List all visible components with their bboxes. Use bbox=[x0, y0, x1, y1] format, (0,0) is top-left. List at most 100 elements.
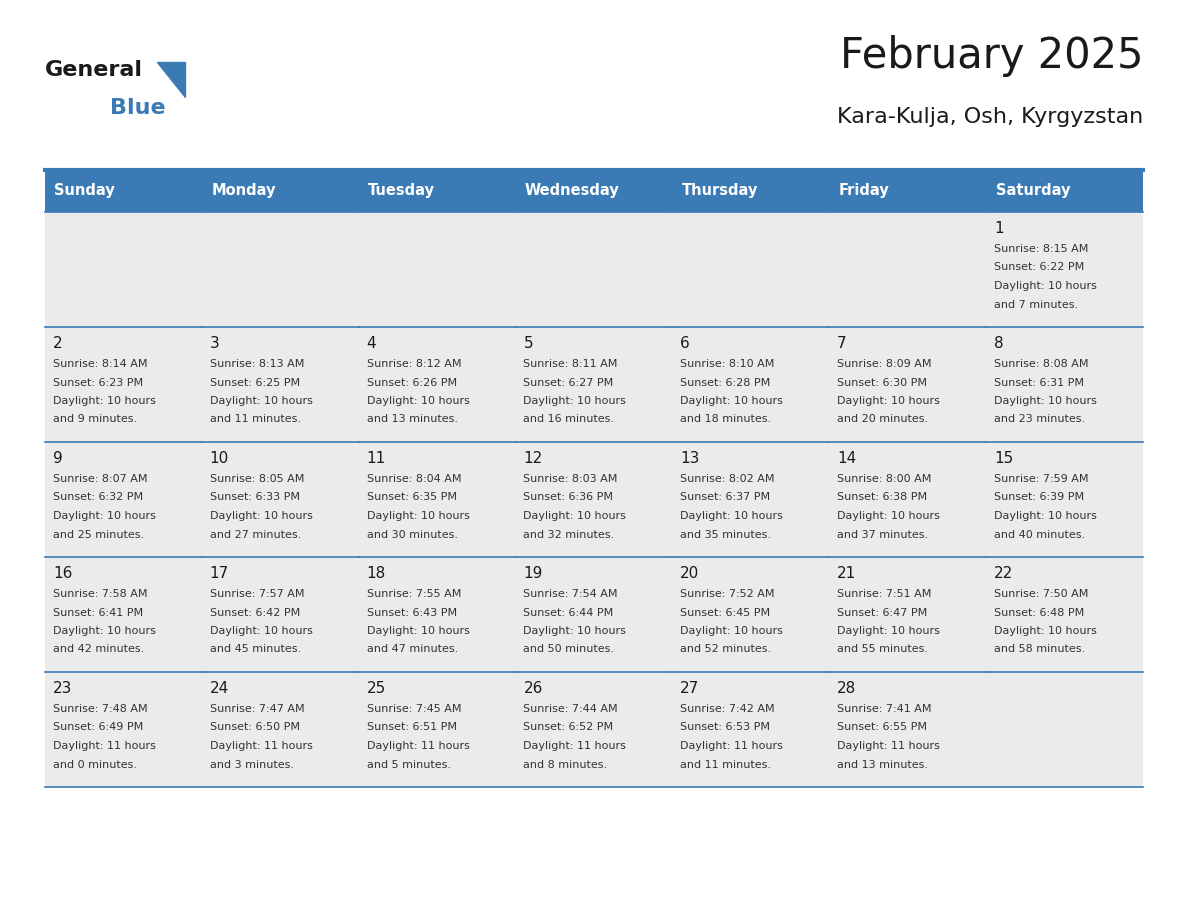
Text: Sunset: 6:51 PM: Sunset: 6:51 PM bbox=[367, 722, 456, 733]
Text: Daylight: 11 hours: Daylight: 11 hours bbox=[681, 741, 783, 751]
Text: Sunset: 6:28 PM: Sunset: 6:28 PM bbox=[681, 377, 771, 387]
Text: Daylight: 10 hours: Daylight: 10 hours bbox=[994, 396, 1097, 406]
Text: Sunset: 6:31 PM: Sunset: 6:31 PM bbox=[994, 377, 1083, 387]
Text: Sunday: Sunday bbox=[55, 184, 115, 198]
Bar bbox=[45, 327, 202, 442]
Bar bbox=[202, 212, 359, 327]
Text: Sunrise: 7:47 AM: Sunrise: 7:47 AM bbox=[210, 704, 304, 714]
Text: Sunrise: 7:45 AM: Sunrise: 7:45 AM bbox=[367, 704, 461, 714]
Text: Sunset: 6:37 PM: Sunset: 6:37 PM bbox=[681, 492, 770, 502]
Text: Daylight: 10 hours: Daylight: 10 hours bbox=[210, 396, 312, 406]
Bar bbox=[672, 672, 829, 787]
Text: Sunrise: 7:41 AM: Sunrise: 7:41 AM bbox=[838, 704, 931, 714]
Bar bbox=[672, 170, 829, 212]
Text: and 5 minutes.: and 5 minutes. bbox=[367, 759, 450, 769]
Text: Sunrise: 7:48 AM: Sunrise: 7:48 AM bbox=[52, 704, 147, 714]
Text: Sunrise: 8:08 AM: Sunrise: 8:08 AM bbox=[994, 359, 1088, 369]
Bar bbox=[986, 672, 1143, 787]
Text: 5: 5 bbox=[524, 336, 533, 351]
Text: Daylight: 10 hours: Daylight: 10 hours bbox=[681, 626, 783, 636]
Text: Daylight: 10 hours: Daylight: 10 hours bbox=[367, 511, 469, 521]
Text: Sunrise: 8:05 AM: Sunrise: 8:05 AM bbox=[210, 474, 304, 484]
Text: Sunset: 6:48 PM: Sunset: 6:48 PM bbox=[994, 608, 1085, 618]
Text: 18: 18 bbox=[367, 566, 386, 581]
Bar bbox=[516, 327, 672, 442]
Bar bbox=[829, 442, 986, 557]
Text: 13: 13 bbox=[681, 451, 700, 466]
Text: Saturday: Saturday bbox=[996, 184, 1070, 198]
Bar bbox=[359, 170, 516, 212]
Text: Sunset: 6:36 PM: Sunset: 6:36 PM bbox=[524, 492, 613, 502]
Text: 7: 7 bbox=[838, 336, 847, 351]
Text: Daylight: 10 hours: Daylight: 10 hours bbox=[994, 511, 1097, 521]
Text: Sunrise: 8:09 AM: Sunrise: 8:09 AM bbox=[838, 359, 931, 369]
Text: and 27 minutes.: and 27 minutes. bbox=[210, 530, 301, 540]
Text: Tuesday: Tuesday bbox=[368, 184, 435, 198]
Text: and 11 minutes.: and 11 minutes. bbox=[681, 759, 771, 769]
Text: and 58 minutes.: and 58 minutes. bbox=[994, 644, 1085, 655]
Text: Blue: Blue bbox=[110, 98, 165, 118]
Text: 12: 12 bbox=[524, 451, 543, 466]
Text: 8: 8 bbox=[994, 336, 1004, 351]
Text: and 40 minutes.: and 40 minutes. bbox=[994, 530, 1085, 540]
Text: 19: 19 bbox=[524, 566, 543, 581]
Text: Sunrise: 8:14 AM: Sunrise: 8:14 AM bbox=[52, 359, 147, 369]
Text: Sunrise: 7:55 AM: Sunrise: 7:55 AM bbox=[367, 589, 461, 599]
Text: General: General bbox=[45, 60, 143, 80]
Text: Wednesday: Wednesday bbox=[525, 184, 620, 198]
Text: and 16 minutes.: and 16 minutes. bbox=[524, 415, 614, 424]
Bar bbox=[45, 672, 202, 787]
Bar bbox=[829, 327, 986, 442]
Text: and 11 minutes.: and 11 minutes. bbox=[210, 415, 301, 424]
Text: and 32 minutes.: and 32 minutes. bbox=[524, 530, 614, 540]
Text: 4: 4 bbox=[367, 336, 377, 351]
Text: 25: 25 bbox=[367, 681, 386, 696]
Text: Daylight: 10 hours: Daylight: 10 hours bbox=[210, 511, 312, 521]
Bar bbox=[359, 557, 516, 672]
Text: Sunset: 6:38 PM: Sunset: 6:38 PM bbox=[838, 492, 928, 502]
Text: 24: 24 bbox=[210, 681, 229, 696]
Bar bbox=[986, 170, 1143, 212]
Text: and 25 minutes.: and 25 minutes. bbox=[52, 530, 144, 540]
Text: Sunset: 6:35 PM: Sunset: 6:35 PM bbox=[367, 492, 456, 502]
Text: and 42 minutes.: and 42 minutes. bbox=[52, 644, 144, 655]
Text: Sunset: 6:44 PM: Sunset: 6:44 PM bbox=[524, 608, 614, 618]
Text: Sunset: 6:45 PM: Sunset: 6:45 PM bbox=[681, 608, 770, 618]
Bar bbox=[516, 672, 672, 787]
Text: February 2025: February 2025 bbox=[840, 35, 1143, 77]
Text: Daylight: 10 hours: Daylight: 10 hours bbox=[994, 281, 1097, 291]
Text: Sunrise: 7:58 AM: Sunrise: 7:58 AM bbox=[52, 589, 147, 599]
Bar bbox=[45, 442, 202, 557]
Text: Daylight: 10 hours: Daylight: 10 hours bbox=[52, 626, 156, 636]
Text: Friday: Friday bbox=[839, 184, 890, 198]
Text: Sunrise: 8:04 AM: Sunrise: 8:04 AM bbox=[367, 474, 461, 484]
Text: 28: 28 bbox=[838, 681, 857, 696]
Text: Daylight: 10 hours: Daylight: 10 hours bbox=[367, 626, 469, 636]
Text: Sunrise: 8:02 AM: Sunrise: 8:02 AM bbox=[681, 474, 775, 484]
Bar bbox=[202, 557, 359, 672]
Text: Sunset: 6:39 PM: Sunset: 6:39 PM bbox=[994, 492, 1085, 502]
Text: 3: 3 bbox=[210, 336, 220, 351]
Text: Daylight: 10 hours: Daylight: 10 hours bbox=[524, 511, 626, 521]
Text: Sunrise: 8:12 AM: Sunrise: 8:12 AM bbox=[367, 359, 461, 369]
Text: 20: 20 bbox=[681, 566, 700, 581]
Text: Daylight: 10 hours: Daylight: 10 hours bbox=[52, 396, 156, 406]
Text: and 55 minutes.: and 55 minutes. bbox=[838, 644, 928, 655]
Text: Daylight: 10 hours: Daylight: 10 hours bbox=[524, 396, 626, 406]
Text: 14: 14 bbox=[838, 451, 857, 466]
Bar bbox=[829, 212, 986, 327]
Text: Daylight: 10 hours: Daylight: 10 hours bbox=[681, 396, 783, 406]
Bar bbox=[986, 557, 1143, 672]
Bar bbox=[986, 442, 1143, 557]
Text: Thursday: Thursday bbox=[682, 184, 758, 198]
Text: and 35 minutes.: and 35 minutes. bbox=[681, 530, 771, 540]
Text: Sunset: 6:50 PM: Sunset: 6:50 PM bbox=[210, 722, 299, 733]
Bar bbox=[516, 170, 672, 212]
Text: Kara-Kulja, Osh, Kyrgyzstan: Kara-Kulja, Osh, Kyrgyzstan bbox=[836, 107, 1143, 127]
Text: Daylight: 10 hours: Daylight: 10 hours bbox=[524, 626, 626, 636]
Bar bbox=[829, 170, 986, 212]
Bar bbox=[202, 327, 359, 442]
Text: Daylight: 10 hours: Daylight: 10 hours bbox=[838, 626, 940, 636]
Bar bbox=[516, 557, 672, 672]
Text: and 13 minutes.: and 13 minutes. bbox=[367, 415, 457, 424]
